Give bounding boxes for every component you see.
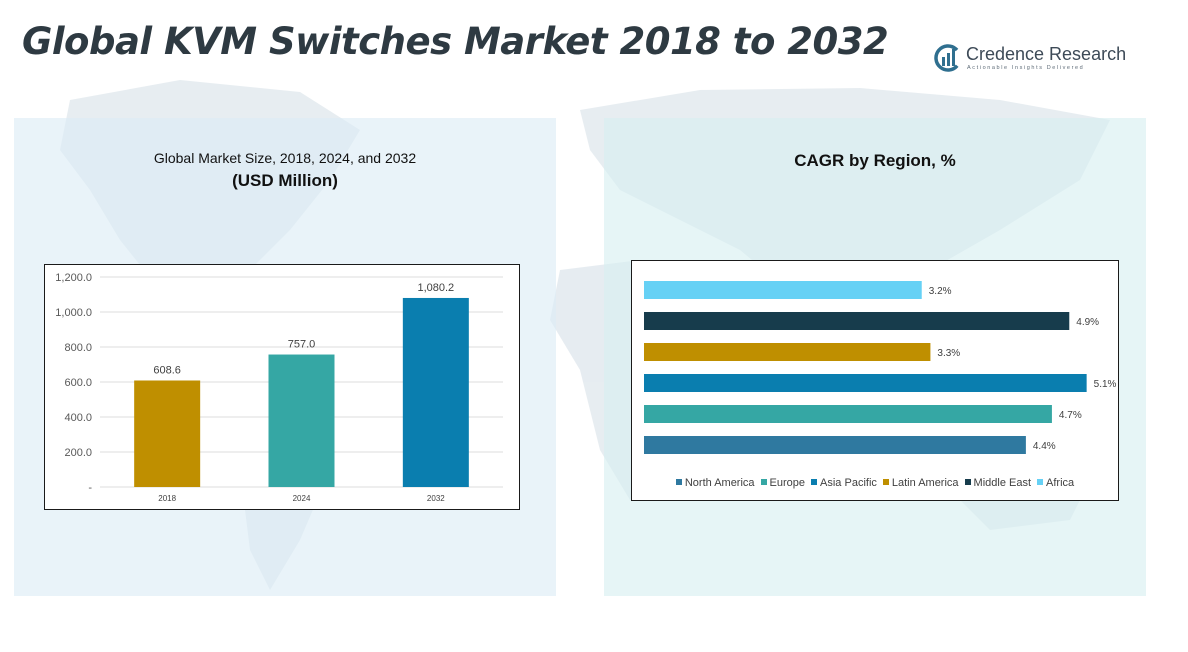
cagr-bar-chart: 4.4% 4.7% 5.1% 3.3% 4.9% 3.2% <box>644 281 1117 454</box>
legend-item: Latin America <box>882 477 959 489</box>
bar <box>644 436 1026 454</box>
logo-icon <box>934 44 962 72</box>
data-label: 757.0 <box>288 339 316 351</box>
bar <box>644 405 1052 423</box>
cagr-title: CAGR by Region, % <box>794 151 956 170</box>
y-tick-label: 1,000.0 <box>55 307 92 319</box>
legend-label: Europe <box>769 477 806 489</box>
x-tick-label: 2018 <box>158 494 176 503</box>
bar <box>644 343 931 361</box>
legend-swatch <box>882 479 889 485</box>
legend-item: Middle East <box>964 477 1032 489</box>
data-label: 4.7% <box>1059 410 1082 421</box>
legend-label: Africa <box>1046 477 1075 489</box>
legend-item: North America <box>675 477 755 489</box>
market-size-chart: - 200.0 400.0 600.0 800.0 1,000.0 1,200.0 608.6… <box>44 264 520 510</box>
cagr-chart: 4.4% 4.7% 5.1% 3.3% 4.9% 3.2% North America Eu… <box>631 260 1119 501</box>
data-label: 608.6 <box>153 364 181 376</box>
data-label: 3.3% <box>937 348 960 359</box>
legend-swatch <box>964 479 971 485</box>
y-tick-label: 600.0 <box>64 377 92 389</box>
bar <box>644 374 1087 392</box>
legend-label: Middle East <box>973 477 1032 489</box>
page-title: Global KVM Switches Market 2018 to 2032 <box>22 20 889 63</box>
bar <box>268 354 335 487</box>
x-tick-label: 2024 <box>293 494 311 503</box>
cagr-legend: North America Europe Asia Pacific Latin Ame… <box>632 477 1118 489</box>
data-label: 4.9% <box>1076 317 1099 328</box>
legend-label: North America <box>684 477 755 489</box>
bar <box>644 312 1070 330</box>
data-label: 3.2% <box>929 286 952 297</box>
legend-label: Asia Pacific <box>820 477 877 489</box>
logo-tagline: Actionable Insights Delivered <box>967 65 1085 71</box>
data-label: 5.1% <box>1094 379 1117 390</box>
y-tick-label: - <box>88 482 92 494</box>
data-label: 1,080.2 <box>417 282 454 294</box>
legend-item: Europe <box>760 477 806 489</box>
legend-swatch <box>760 479 767 485</box>
bar <box>644 281 922 299</box>
brand-logo: Credence Research Actionable Insights De… <box>934 42 1134 76</box>
legend-swatch <box>675 479 682 485</box>
legend-item: Asia Pacific <box>811 477 877 489</box>
logo-name: Credence Research <box>966 44 1127 64</box>
market-size-title: Global Market Size, 2018, 2024, and 2032 <box>153 150 417 166</box>
market-size-unit: (USD Million) <box>232 171 338 190</box>
y-tick-label: 200.0 <box>64 447 92 459</box>
y-tick-label: 800.0 <box>64 342 92 354</box>
x-tick-label: 2032 <box>427 494 445 503</box>
legend-swatch <box>1037 479 1044 485</box>
y-tick-label: 1,200.0 <box>55 272 92 284</box>
legend-item: Africa <box>1037 477 1074 489</box>
legend-label: Latin America <box>891 477 959 489</box>
data-label: 4.4% <box>1033 441 1056 452</box>
bar <box>402 297 469 487</box>
bar <box>134 380 201 487</box>
market-size-bar-chart: - 200.0 400.0 600.0 800.0 1,000.0 1,200.0 608.6… <box>55 272 503 503</box>
legend-swatch <box>811 479 818 485</box>
y-tick-label: 400.0 <box>64 412 92 424</box>
